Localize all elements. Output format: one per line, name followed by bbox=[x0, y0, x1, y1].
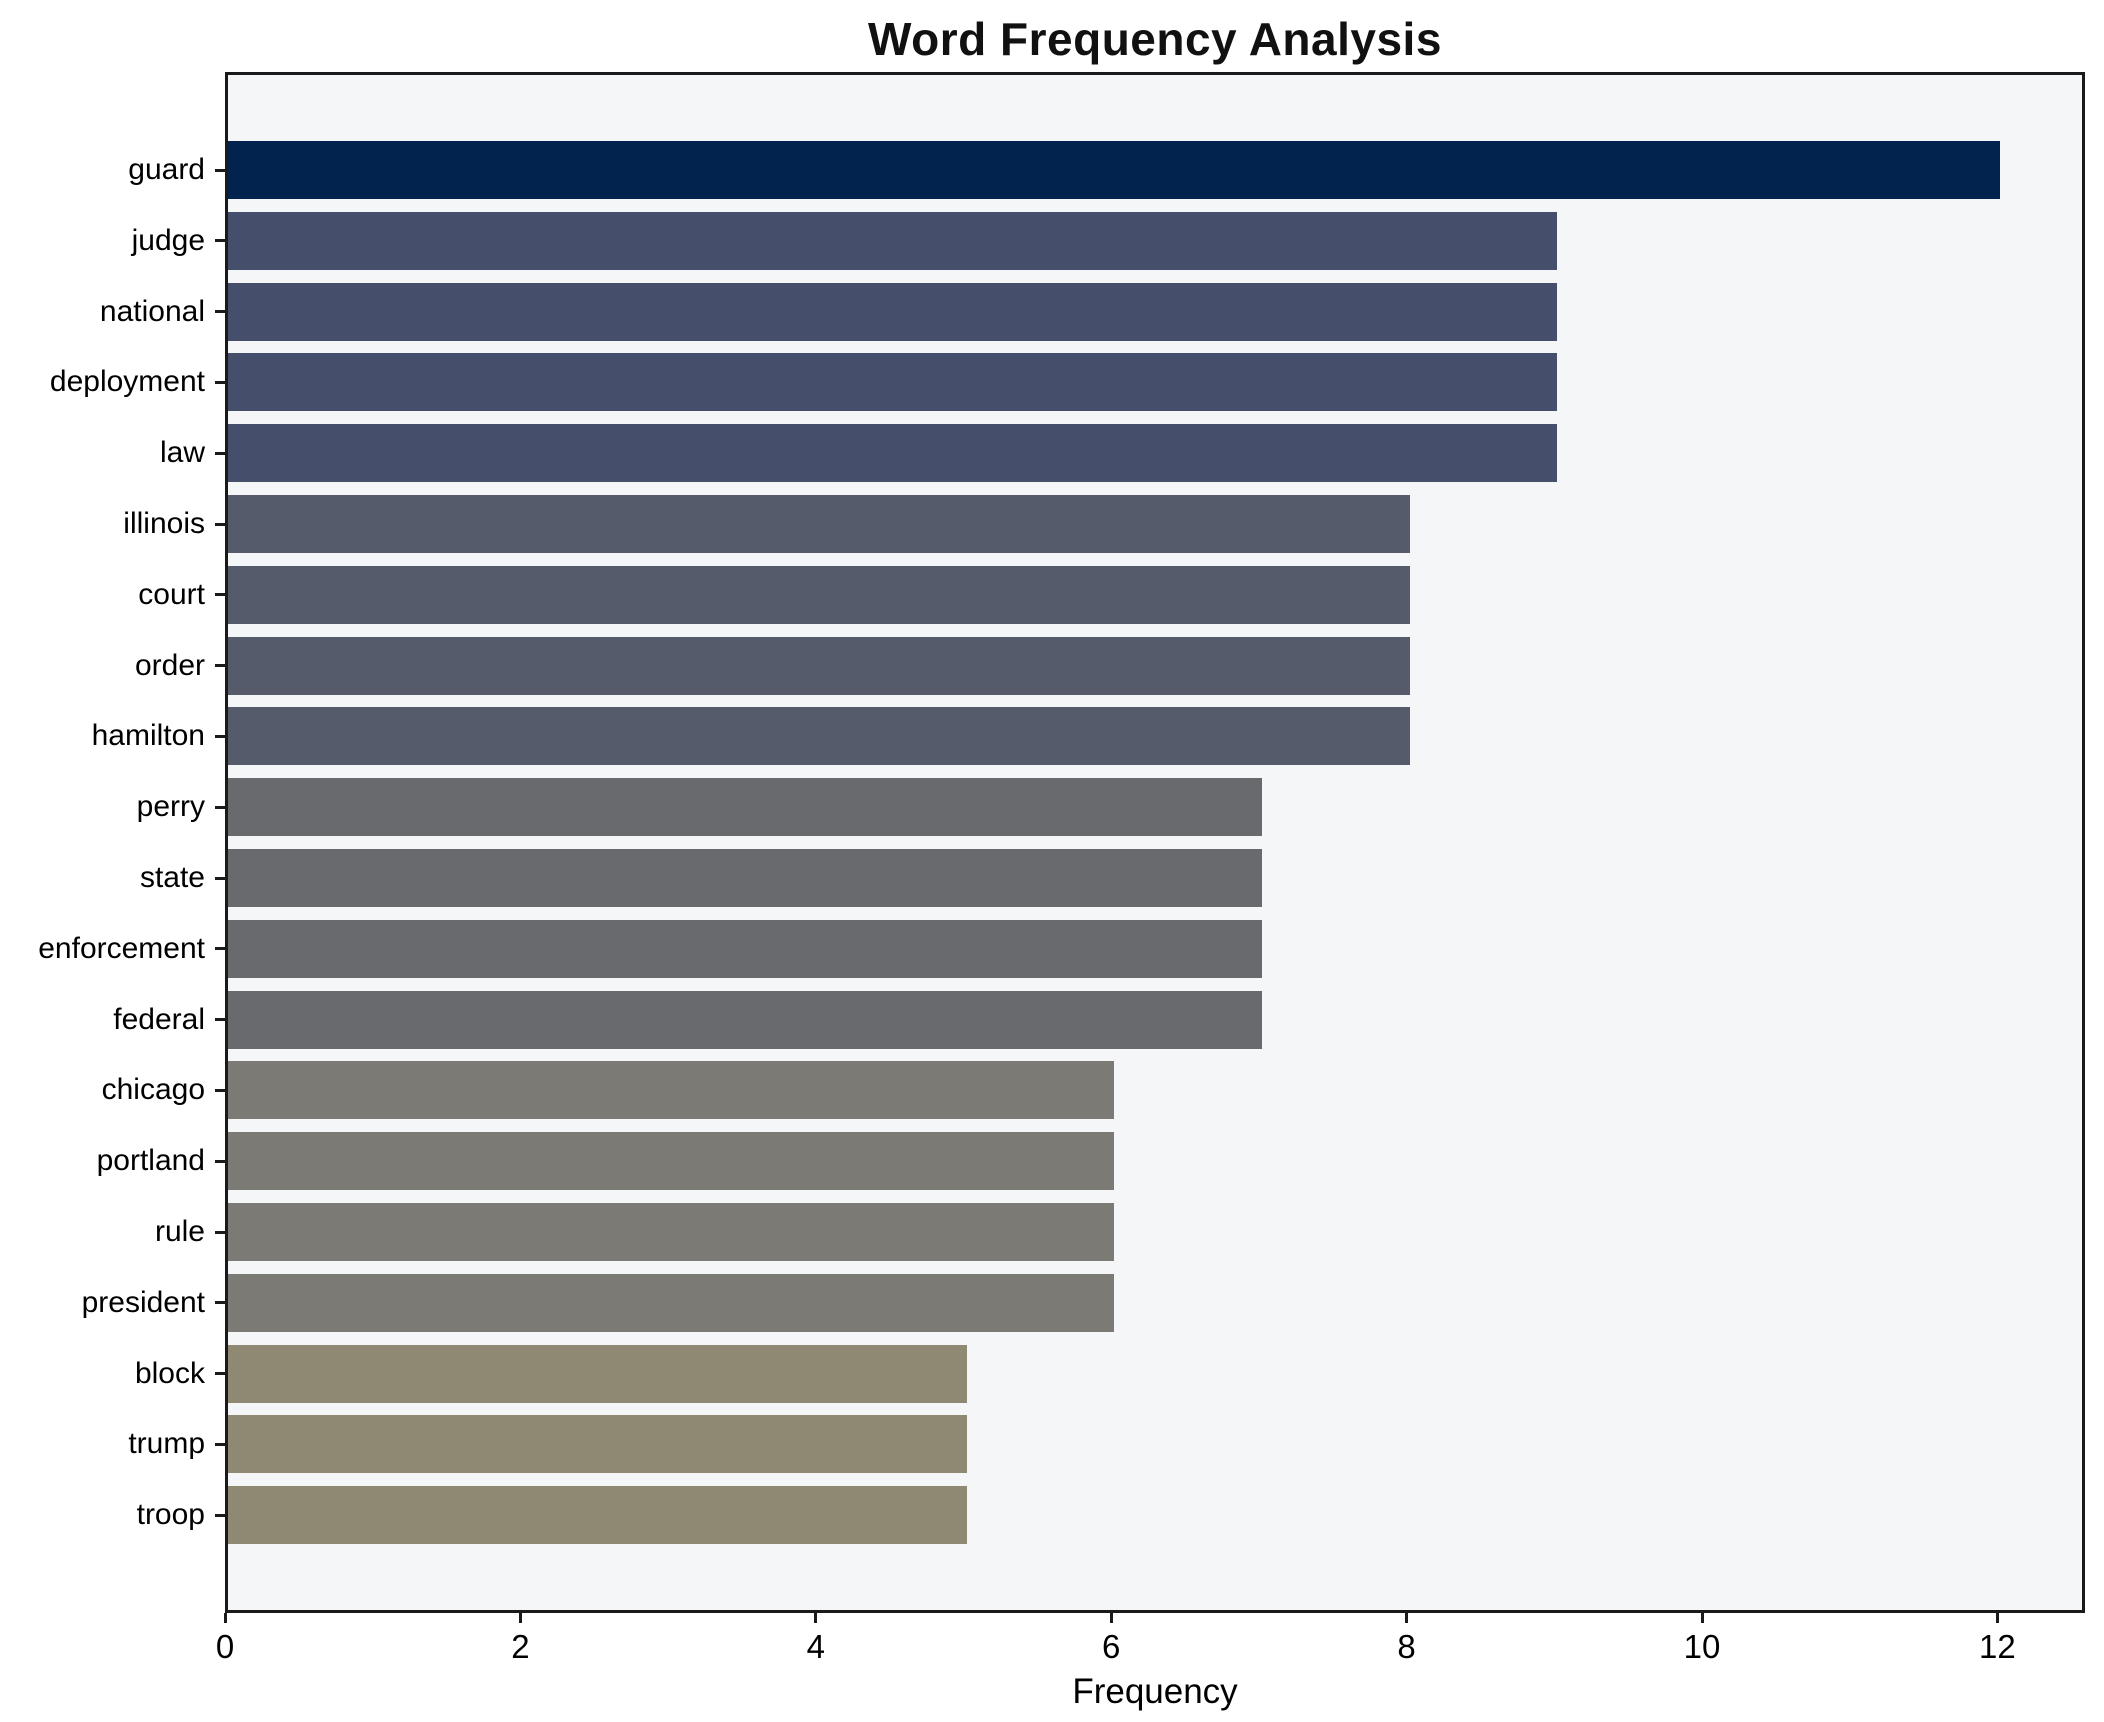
bar-troop bbox=[228, 1486, 967, 1545]
bar-judge bbox=[228, 211, 1558, 270]
x-tick-label-6: 6 bbox=[1102, 1628, 1121, 1665]
y-tick-mark bbox=[215, 947, 226, 951]
y-tick-label-law: law bbox=[159, 436, 205, 470]
x-axis-label: Frequency bbox=[1072, 1672, 1238, 1711]
bar-guard bbox=[228, 141, 2001, 199]
y-tick-label-court: court bbox=[138, 577, 205, 611]
y-tick-label-perry: perry bbox=[136, 790, 205, 824]
y-tick-label-portland: portland bbox=[96, 1144, 205, 1178]
y-tick-mark bbox=[215, 1372, 226, 1376]
bar-illinois bbox=[228, 495, 1410, 553]
bar-federal bbox=[228, 990, 1262, 1049]
x-tick-mark bbox=[1995, 1613, 1999, 1623]
bar-deployment bbox=[228, 353, 1558, 412]
x-tick-mark bbox=[223, 1613, 227, 1623]
y-tick-mark bbox=[215, 805, 226, 809]
y-tick-mark bbox=[215, 664, 226, 668]
y-tick-label-rule: rule bbox=[154, 1215, 205, 1248]
y-tick-mark bbox=[215, 1513, 226, 1517]
bar-hamilton bbox=[228, 707, 1410, 766]
y-tick-mark bbox=[215, 1230, 226, 1234]
y-tick-mark bbox=[215, 310, 226, 314]
x-tick-mark bbox=[814, 1613, 818, 1623]
y-tick-label-judge: judge bbox=[131, 223, 205, 257]
y-tick-label-trump: trump bbox=[128, 1427, 205, 1461]
y-tick-label-hamilton: hamilton bbox=[91, 719, 205, 753]
bar-perry bbox=[228, 778, 1262, 837]
y-tick-mark bbox=[215, 522, 226, 526]
chart-title: Word Frequency Analysis bbox=[868, 13, 1442, 65]
x-tick-mark bbox=[1405, 1613, 1409, 1623]
x-tick-label-12: 12 bbox=[1979, 1628, 2016, 1665]
bar-enforcement bbox=[228, 919, 1262, 978]
y-tick-mark bbox=[215, 380, 226, 384]
bar-rule bbox=[228, 1203, 1115, 1261]
y-tick-mark bbox=[215, 451, 226, 455]
y-tick-label-troop: troop bbox=[136, 1498, 205, 1532]
bar-court bbox=[228, 565, 1410, 624]
y-tick-mark bbox=[215, 1442, 226, 1446]
x-tick-mark bbox=[518, 1613, 522, 1623]
y-tick-label-block: block bbox=[134, 1356, 205, 1390]
y-tick-mark bbox=[215, 1159, 226, 1163]
bar-trump bbox=[228, 1415, 967, 1474]
x-tick-mark bbox=[1109, 1613, 1113, 1623]
y-tick-mark bbox=[215, 168, 226, 172]
bar-national bbox=[228, 282, 1558, 341]
x-tick-label-10: 10 bbox=[1683, 1628, 1721, 1665]
bar-portland bbox=[228, 1132, 1115, 1191]
bar-chicago bbox=[228, 1061, 1115, 1120]
x-tick-label-0: 0 bbox=[215, 1628, 235, 1665]
y-tick-mark bbox=[215, 1018, 226, 1022]
bar-block bbox=[228, 1344, 967, 1403]
y-tick-label-order: order bbox=[134, 648, 205, 682]
x-tick-label-8: 8 bbox=[1397, 1628, 1416, 1665]
y-tick-mark bbox=[215, 593, 226, 597]
y-tick-label-guard: guard bbox=[128, 153, 205, 186]
bar-order bbox=[228, 636, 1410, 695]
bar-law bbox=[228, 424, 1558, 483]
x-tick-label-2: 2 bbox=[511, 1628, 530, 1665]
y-tick-label-enforcement: enforcement bbox=[38, 931, 205, 965]
y-tick-mark bbox=[215, 876, 226, 880]
bar-president bbox=[228, 1273, 1115, 1332]
y-tick-label-president: president bbox=[81, 1285, 205, 1319]
bar-state bbox=[228, 849, 1262, 907]
y-tick-label-deployment: deployment bbox=[49, 365, 205, 399]
y-tick-label-illinois: illinois bbox=[123, 507, 205, 540]
y-tick-label-federal: federal bbox=[113, 1002, 205, 1036]
y-tick-mark bbox=[215, 1088, 226, 1092]
y-tick-label-chicago: chicago bbox=[101, 1073, 205, 1107]
x-tick-label-4: 4 bbox=[806, 1628, 825, 1665]
y-tick-label-national: national bbox=[99, 294, 205, 328]
y-tick-label-state: state bbox=[139, 861, 205, 894]
y-tick-mark bbox=[215, 239, 226, 243]
y-tick-mark bbox=[215, 1301, 226, 1305]
x-tick-mark bbox=[1700, 1613, 1704, 1623]
plot-area bbox=[225, 72, 2085, 1613]
y-tick-mark bbox=[215, 734, 226, 738]
